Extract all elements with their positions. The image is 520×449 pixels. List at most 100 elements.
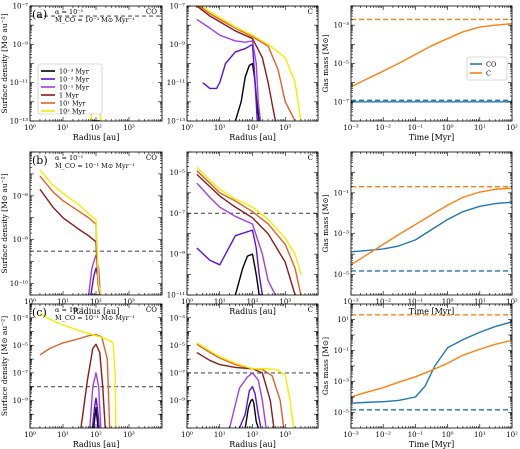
- series-line-10⁻¹ Myr: [89, 372, 102, 428]
- series-line-1 Myr: [196, 351, 275, 428]
- series-line-10⁻³ Myr: [92, 406, 99, 428]
- x-tick-label: 10³: [123, 298, 135, 306]
- y-tick-label: 10⁻³: [334, 22, 350, 30]
- y-tick-label: 10⁻⁸: [13, 236, 29, 244]
- series-line-1 Myr: [196, 173, 296, 295]
- parameter-annotation: α = 10⁻¹: [55, 154, 84, 162]
- panel-3-3: 10⁻³ 10⁻² 10⁻¹ 10⁰ 10¹ 10² 10⁻⁵ 10⁻³ 10⁻¹ 10¹ Time…: [321, 303, 518, 449]
- y-tick-label: 10⁻³: [13, 314, 29, 322]
- plot-frame: [186, 303, 319, 429]
- y-tick-label: 10⁻³: [334, 378, 350, 386]
- legend-entry: 1 Myr: [59, 91, 80, 99]
- x-tick-label: 10³: [123, 124, 135, 132]
- panel-3-2: 10⁰ 10¹ 10² 10³ 10⁻⁹ 10⁻⁷ 10⁻⁵ 10⁻³ Radius [au] C: [170, 303, 319, 449]
- series-line-10² Myr: [39, 313, 117, 428]
- y-tick-label: 10⁻⁵: [334, 409, 350, 417]
- y-tick-label: 10⁻¹: [334, 189, 350, 197]
- legend-entry: 10¹ Myr: [59, 99, 86, 107]
- x-tick-label: 10⁰: [24, 431, 36, 439]
- y-axis-label: Gas mass [M⊙]: [321, 34, 330, 92]
- x-tick-label: 10²: [247, 431, 259, 439]
- series-line-10² Myr: [39, 169, 102, 295]
- x-tick-label: 10⁻²: [375, 124, 391, 132]
- x-tick-label: 10⁻¹: [408, 124, 424, 132]
- x-axis-label: Radius [au]: [229, 307, 276, 316]
- x-tick-label: 10¹: [214, 124, 226, 132]
- species-label: CO: [146, 306, 157, 314]
- y-tick-label: 10⁻⁷: [13, 3, 29, 11]
- parameter-annotation: Ṁ_CO = 10⁻¹ M⊙ Myr⁻¹: [55, 313, 135, 322]
- panel-1-3: 10⁻³ 10⁻² 10⁻¹ 10⁰ 10¹ 10² 10⁻⁷ 10⁻⁵ 10⁻³ Time [M…: [321, 5, 518, 142]
- x-tick-label: 10⁻²: [375, 431, 391, 439]
- series-line-10⁻² Myr: [196, 229, 264, 295]
- x-tick-label: 10⁻³: [343, 298, 359, 306]
- y-tick-label: 10¹: [337, 316, 349, 324]
- x-tick-label: 10¹: [474, 431, 486, 439]
- y-tick-label: 10⁻⁷: [13, 369, 29, 377]
- series-line-10¹ Myr: [197, 6, 296, 121]
- y-axis-label: Gas mass [M⊙]: [321, 337, 330, 395]
- y-tick-label: 10⁻⁹: [170, 251, 186, 259]
- x-tick-label: 10²: [90, 124, 102, 132]
- x-tick-label: 10²: [247, 298, 259, 306]
- x-tick-label: 10²: [90, 298, 102, 306]
- panel-1-2: 10⁰ 10¹ 10² 10³ 10⁻¹³ 10⁻¹¹ 10⁻⁹ 10⁻⁷ Radius [au…: [167, 3, 319, 142]
- parameter-annotation: Ṁ_CO = 10⁻¹ M⊙ Myr⁻¹: [55, 161, 135, 170]
- y-tick-label: 10⁻⁵: [334, 271, 350, 279]
- series-line-CO: [351, 321, 512, 404]
- x-tick-label: 10¹: [57, 298, 69, 306]
- x-tick-label: 10⁰: [24, 298, 36, 306]
- x-axis-label: Time [Myr]: [409, 440, 455, 449]
- legend-entry: 10⁻² Myr: [59, 75, 90, 83]
- series-line-CO: [351, 201, 512, 253]
- y-tick-label: 10⁻⁵: [170, 342, 186, 350]
- x-tick-label: 10¹: [474, 298, 486, 306]
- y-tick-label: 10⁻¹³: [167, 118, 185, 126]
- series-line-C: [351, 22, 512, 88]
- series-line-1 Myr: [80, 343, 106, 428]
- x-axis-label: Radius [au]: [229, 133, 276, 142]
- panel-2-2: 10⁰ 10¹ 10² 10³ 10⁻¹¹ 10⁻⁹ 10⁻⁷ 10⁻⁵ Radius [au]…: [167, 151, 319, 316]
- x-axis-label: Radius [au]: [73, 440, 120, 449]
- series-line-10¹ Myr: [196, 170, 302, 295]
- y-tick-label: 10⁻⁹: [13, 397, 29, 405]
- x-tick-label: 10²: [506, 431, 518, 439]
- series-line-10⁻² Myr: [202, 43, 258, 121]
- y-tick-label: 10⁻¹³: [10, 118, 28, 126]
- x-tick-label: 10³: [279, 431, 291, 439]
- x-axis-label: Time [Myr]: [409, 307, 455, 316]
- x-tick-label: 10¹: [214, 431, 226, 439]
- species-label: C: [308, 154, 313, 162]
- y-tick-label: 10⁻¹¹: [167, 292, 185, 300]
- x-tick-label: 10²: [506, 124, 518, 132]
- parameter-annotation: α = 10⁻³: [55, 306, 84, 314]
- x-tick-label: 10⁻³: [343, 431, 359, 439]
- y-tick-label: 10⁻¹¹: [167, 79, 185, 87]
- series-line-10⁻² Myr: [238, 385, 262, 428]
- legend-entry: C: [486, 69, 491, 77]
- y-axis-label: Surface density [M⊙ au⁻²]: [0, 316, 9, 416]
- species-label: C: [308, 306, 313, 314]
- y-tick-label: 10⁻⁹: [170, 41, 186, 49]
- series-line-10⁻³ Myr: [234, 253, 263, 295]
- x-tick-label: 10⁰: [181, 298, 193, 306]
- x-tick-label: 10¹: [57, 431, 69, 439]
- series-line-10⁻¹ Myr: [196, 18, 262, 121]
- y-tick-label: 10⁻⁵: [13, 342, 29, 350]
- y-tick-label: 10⁻⁶: [13, 192, 29, 200]
- x-tick-label: 10⁰: [24, 124, 36, 132]
- species-label: CO: [146, 154, 157, 162]
- x-tick-label: 10²: [90, 431, 102, 439]
- x-tick-label: 10³: [279, 298, 291, 306]
- x-axis-label: Radius [au]: [73, 307, 120, 316]
- y-tick-label: 10⁻⁷: [334, 98, 350, 106]
- x-tick-label: 10⁰: [181, 124, 193, 132]
- y-axis-label: Gas mass [M⊙]: [321, 194, 330, 252]
- panel-label: (c): [32, 306, 47, 319]
- x-tick-label: 10⁻²: [375, 298, 391, 306]
- y-axis-label: Surface density [M⊙ au⁻²]: [0, 13, 9, 113]
- y-tick-label: 10⁻⁹: [170, 397, 186, 405]
- y-tick-label: 10⁻¹¹: [10, 79, 28, 87]
